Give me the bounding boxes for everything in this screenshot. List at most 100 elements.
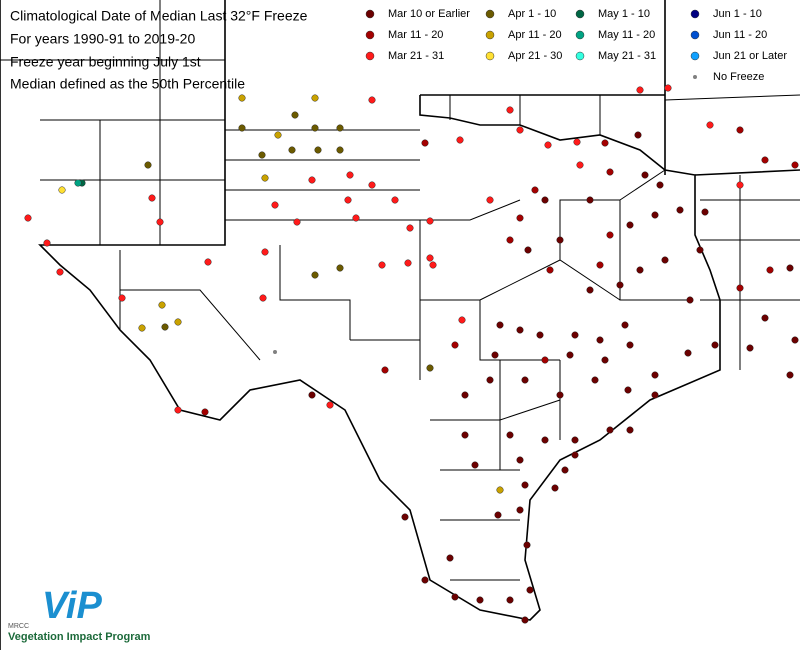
station-dot [516,506,524,514]
station-dot [516,456,524,464]
station-dot [201,408,209,416]
station-dot [556,391,564,399]
header: Climatological Date of Median Last 32°F … [10,8,308,92]
station-dot [591,376,599,384]
station-dot [429,261,437,269]
station-dot [144,161,152,169]
station-dot [158,301,166,309]
legend-label: Mar 11 - 20 [388,29,443,41]
legend-label: Jun 1 - 10 [713,8,762,20]
station-dot [624,386,632,394]
station-dot [651,371,659,379]
station-dot [401,513,409,521]
station-dot [326,401,334,409]
subtitle: For years 1990-91 to 2019-20 [10,31,195,47]
station-dot [786,371,794,379]
station-dot [521,616,529,624]
station-dot [596,336,604,344]
station-dot [676,206,684,214]
station-dot [556,236,564,244]
logo: ViP MRCC Vegetation Impact Program [8,585,151,643]
station-dot [311,94,319,102]
station-dot [74,179,82,187]
station-dot [523,541,531,549]
station-dot [786,264,794,272]
station-dot [651,211,659,219]
station-dot [506,106,514,114]
station-dot [311,271,319,279]
station-dot [641,171,649,179]
station-dot [541,436,549,444]
station-dot [736,181,744,189]
title: Climatological Date of Median Last 32°F … [10,8,308,24]
station-dot [521,376,529,384]
station-dot [148,194,156,202]
station-dot [426,364,434,372]
station-dot [636,86,644,94]
station-dot [606,231,614,239]
station-dot [446,554,454,562]
legend-marker [575,9,585,19]
station-dot [161,323,169,331]
station-dot [288,146,296,154]
station-dot [551,484,559,492]
station-dot [506,236,514,244]
station-dot [544,141,552,149]
station-dot [656,181,664,189]
station-dot [308,176,316,184]
station-dot [458,316,466,324]
station-dot [606,168,614,176]
station-dot [58,186,66,194]
station-dot [571,331,579,339]
station-dot [791,336,799,344]
station-dot [626,221,634,229]
legend-marker [575,30,585,40]
station-dot [736,126,744,134]
note: Freeze year beginning July 1st [10,54,201,70]
station-dot [506,596,514,604]
station-dot [616,281,624,289]
legend-marker [485,51,495,61]
station-dot [56,268,64,276]
legend-marker [485,30,495,40]
station-dot [451,593,459,601]
station-dot [378,261,386,269]
station-dot [531,186,539,194]
station-dot [308,391,316,399]
station-dot [664,84,672,92]
station-dot [651,391,659,399]
station-dot [426,254,434,262]
station-dot [516,326,524,334]
station-dot [636,266,644,274]
legend-label: Apr 1 - 10 [508,8,556,20]
station-dot [406,224,414,232]
legend-marker [690,51,700,61]
legend-label: Jun 21 or Later [713,50,787,62]
station-dot [238,124,246,132]
station-dot [204,258,212,266]
station-dot [404,259,412,267]
station-dot [791,161,799,169]
station-dot [426,217,434,225]
station-dot [368,96,376,104]
station-dot [476,596,484,604]
legend-marker [693,75,697,79]
legend-label: Mar 21 - 31 [388,50,444,62]
note: Median defined as the 50th Percentile [10,76,245,92]
station-dot [494,511,502,519]
station-dot [461,391,469,399]
station-dot [626,341,634,349]
station-dot [381,366,389,374]
station-dot [524,246,532,254]
station-dot [391,196,399,204]
station-dot [601,356,609,364]
station-dot [576,161,584,169]
station-dot [293,218,301,226]
station-dot [461,431,469,439]
legend: Mar 10 or Earlier Mar 11 - 20 Mar 21 - 31 A… [365,8,787,83]
station-dot [634,131,642,139]
station-dot [521,481,529,489]
